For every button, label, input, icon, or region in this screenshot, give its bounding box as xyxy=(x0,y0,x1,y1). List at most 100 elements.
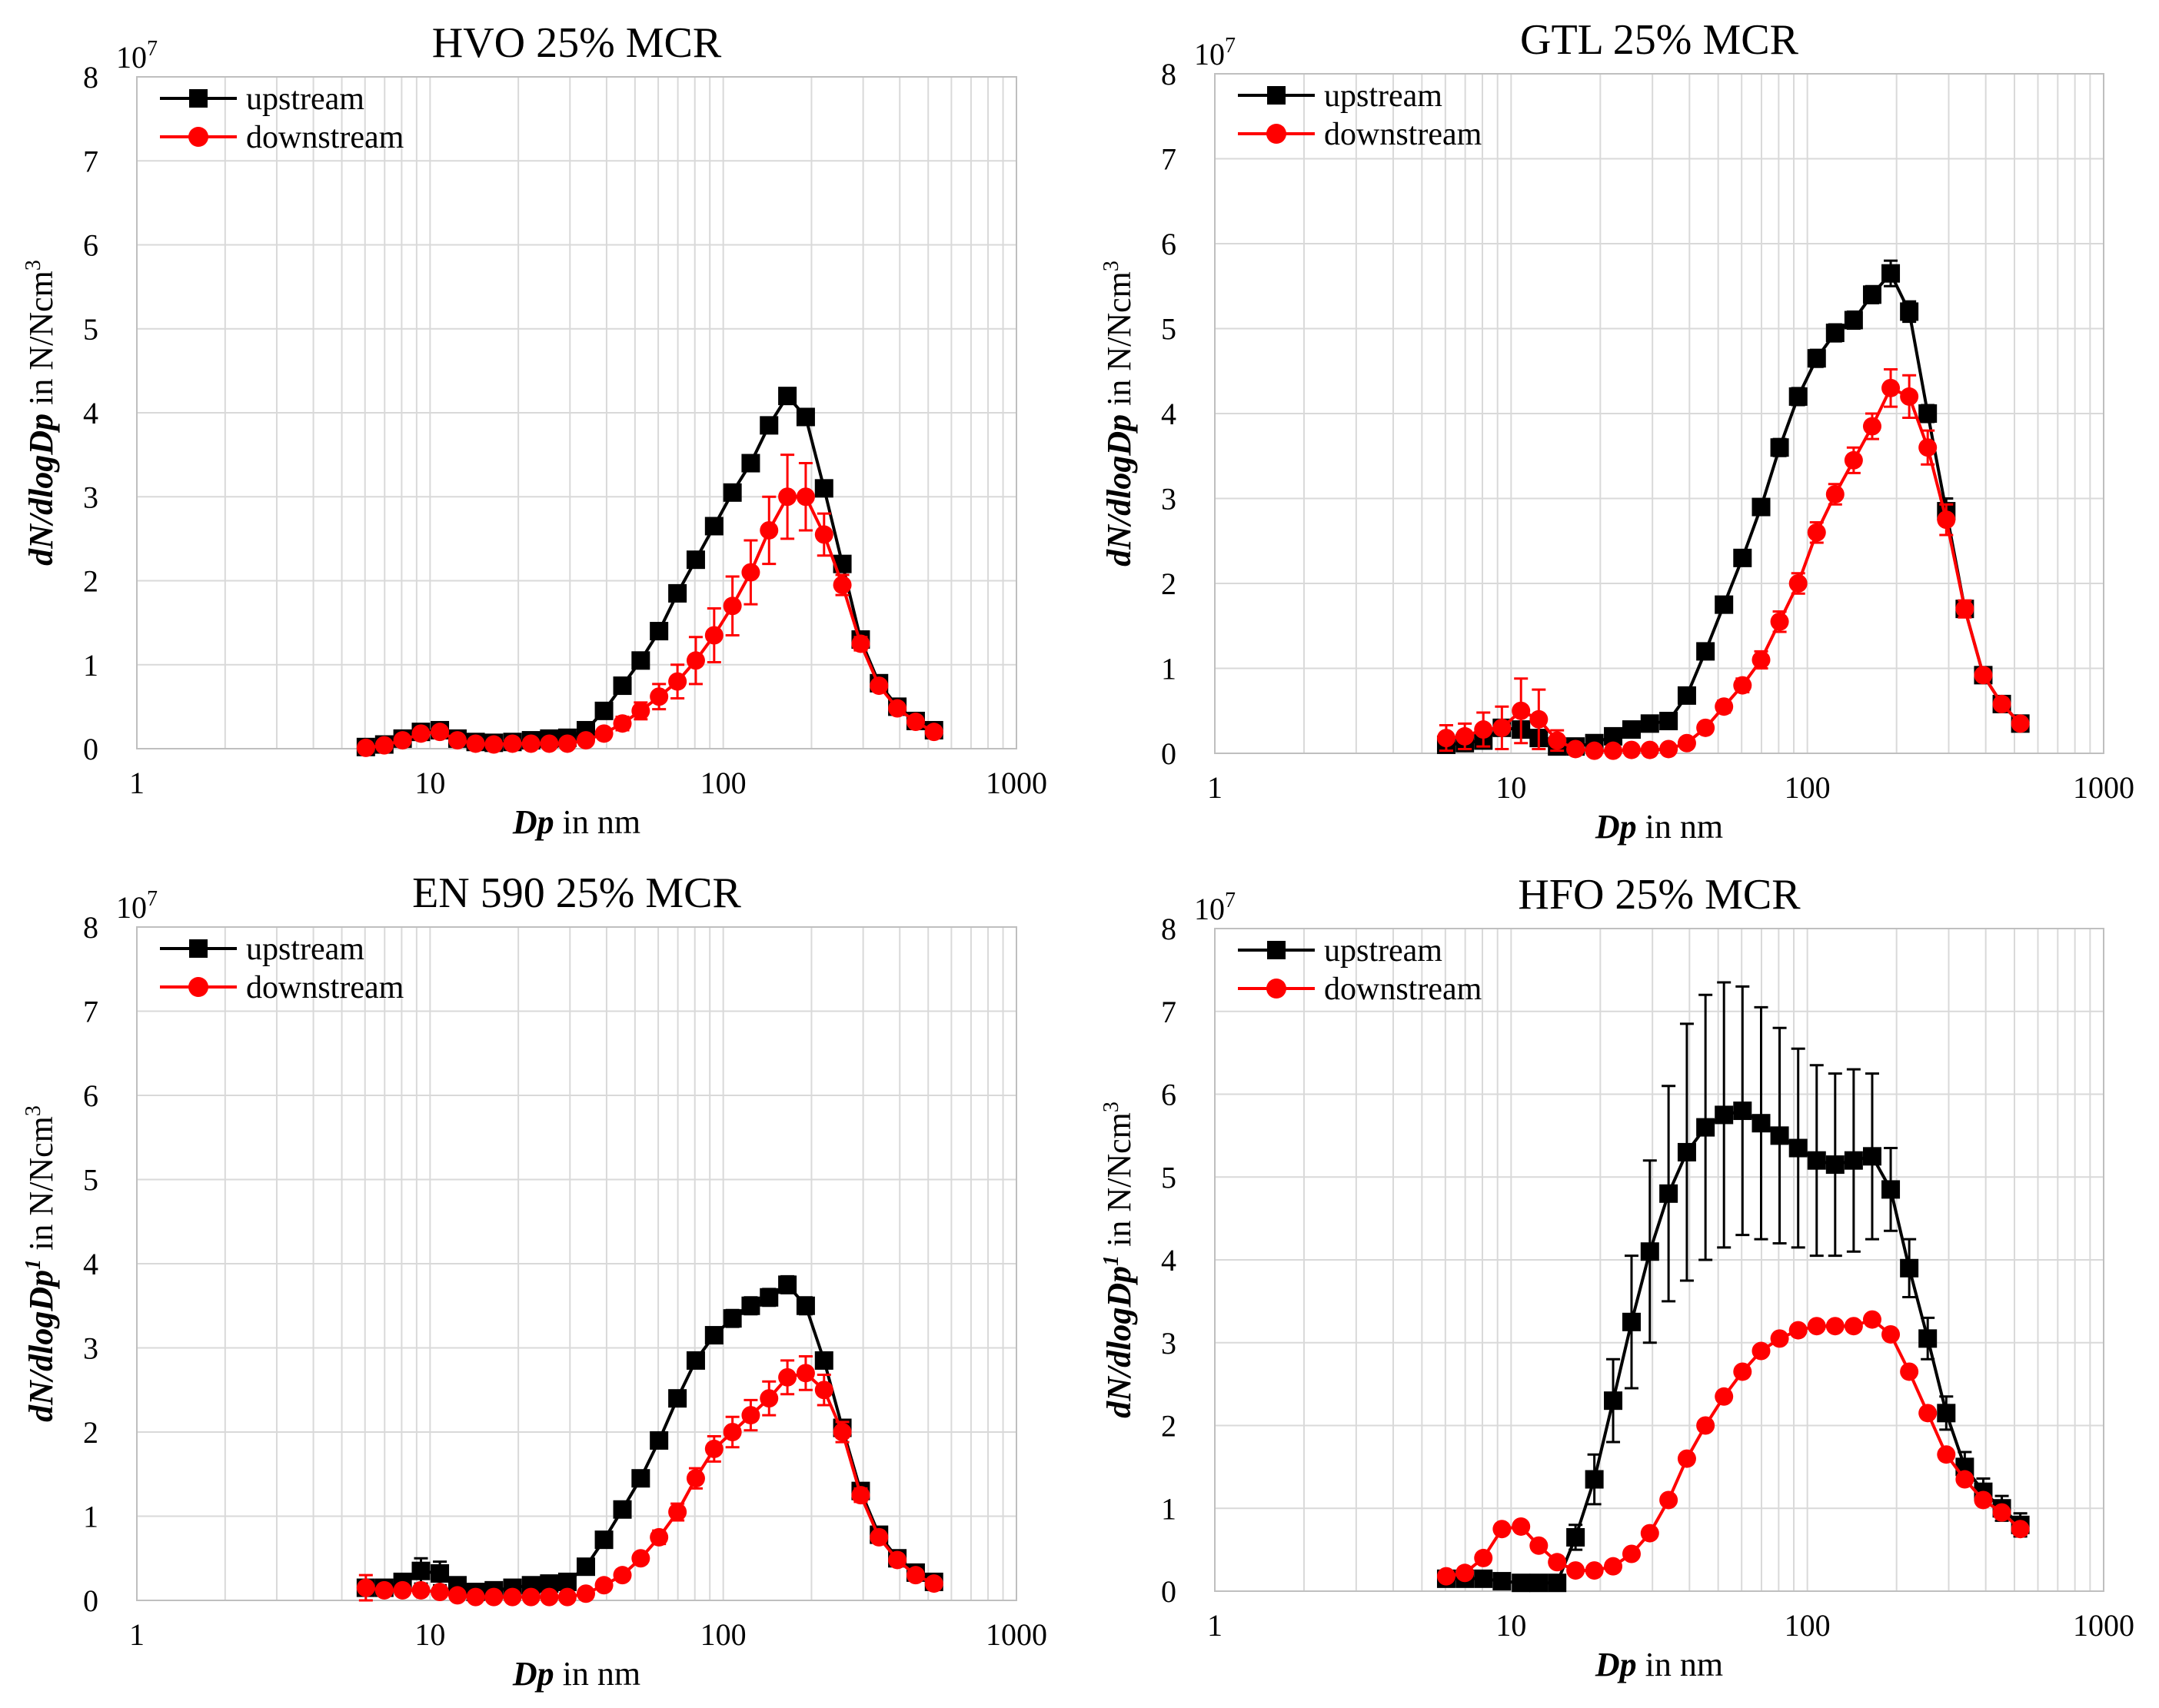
y-axis-label: dN/dlogDp in N/Ncm3 xyxy=(22,260,60,566)
data-point xyxy=(447,1586,467,1605)
series-downstream xyxy=(1436,1310,2030,1586)
y-tick-label: 8 xyxy=(83,910,98,945)
y-tick-label: 4 xyxy=(1161,1243,1176,1278)
series-line-downstream xyxy=(1445,1318,2021,1578)
data-point xyxy=(557,1587,577,1607)
data-point xyxy=(668,1503,687,1522)
data-point xyxy=(796,487,815,507)
data-point xyxy=(631,1549,650,1568)
x-tick-label: 100 xyxy=(700,766,747,800)
data-point xyxy=(1825,1317,1845,1336)
y-scale-label: 107 xyxy=(1194,34,1236,71)
data-point xyxy=(1604,741,1623,760)
data-point xyxy=(760,1288,779,1307)
data-point xyxy=(723,596,742,616)
series-upstream xyxy=(356,387,943,756)
data-point xyxy=(1677,733,1696,753)
data-point xyxy=(1770,438,1789,457)
data-point xyxy=(906,713,925,732)
x-axis-label: Dp in nm xyxy=(512,803,640,841)
series-upstream xyxy=(1436,981,2030,1593)
data-point xyxy=(723,483,742,502)
data-point xyxy=(1770,612,1789,631)
y-scale-label: 107 xyxy=(1194,889,1236,926)
data-point xyxy=(686,1469,705,1488)
x-tick-label: 1 xyxy=(1207,1608,1223,1643)
data-point xyxy=(577,731,596,750)
y-tick-label: 7 xyxy=(1161,995,1176,1029)
data-point xyxy=(1677,1142,1696,1161)
y-scale-label: 107 xyxy=(116,37,158,75)
data-point xyxy=(594,1530,614,1550)
legend-label-upstream: upstream xyxy=(1324,78,1442,114)
data-point xyxy=(613,1566,632,1585)
data-point xyxy=(1900,387,1919,406)
data-point xyxy=(1918,1404,1938,1423)
data-point xyxy=(1807,1151,1826,1170)
data-point xyxy=(1474,1548,1493,1567)
data-point xyxy=(741,1296,760,1315)
data-point xyxy=(1436,1567,1455,1586)
data-point xyxy=(1751,650,1771,670)
data-point xyxy=(1992,1503,2011,1522)
data-point xyxy=(356,1578,375,1597)
data-point xyxy=(1955,600,1974,619)
data-point xyxy=(888,1550,907,1570)
x-axis-label: Dp in nm xyxy=(1595,808,1723,846)
data-point xyxy=(1604,1391,1623,1411)
data-point xyxy=(1640,714,1659,733)
y-axis-label: dN/dlogDp1 in N/Ncm3 xyxy=(1099,1102,1138,1418)
y-tick-label: 4 xyxy=(83,1247,98,1281)
data-point xyxy=(1659,1490,1678,1510)
y-tick-label: 4 xyxy=(83,396,98,430)
data-point xyxy=(577,1584,596,1603)
plot-frame xyxy=(1214,928,2104,1592)
data-point xyxy=(760,1389,779,1408)
y-tick-label: 5 xyxy=(1161,312,1176,347)
data-point xyxy=(1715,697,1734,716)
data-point xyxy=(1825,1155,1845,1175)
data-point xyxy=(540,734,559,753)
data-point xyxy=(1696,1416,1715,1435)
y-tick-label: 1 xyxy=(1161,652,1176,686)
chart-title: HFO 25% MCR xyxy=(1518,871,1801,919)
data-point xyxy=(1788,1321,1808,1340)
data-point xyxy=(1585,1470,1604,1489)
data-point xyxy=(1566,1527,1585,1547)
data-point xyxy=(1918,438,1938,457)
data-point xyxy=(1825,324,1845,343)
data-point xyxy=(1770,1126,1789,1145)
y-tick-label: 6 xyxy=(83,228,98,263)
data-point xyxy=(778,1275,797,1294)
data-point xyxy=(686,651,705,670)
y-tick-label: 8 xyxy=(83,60,98,95)
data-point xyxy=(1512,701,1531,720)
data-point xyxy=(557,734,577,753)
data-point xyxy=(431,1563,450,1583)
plot-frame xyxy=(136,76,1017,749)
data-point xyxy=(521,734,541,753)
x-tick-label: 100 xyxy=(1785,1608,1831,1643)
data-point xyxy=(1974,1490,1993,1510)
data-point xyxy=(851,634,870,653)
data-point xyxy=(1566,1561,1585,1580)
data-point xyxy=(1659,1184,1678,1203)
data-point xyxy=(704,1439,724,1458)
data-point xyxy=(374,736,394,755)
x-tick-label: 1 xyxy=(129,1617,145,1652)
data-point xyxy=(1696,642,1715,661)
y-tick-label: 3 xyxy=(83,1331,98,1366)
data-point xyxy=(741,454,760,473)
data-point xyxy=(1862,417,1881,436)
data-point xyxy=(1659,712,1678,731)
data-point xyxy=(650,687,669,706)
y-axis-label: dN/dlogDp in N/Ncm3 xyxy=(1099,261,1138,567)
data-point xyxy=(833,1423,852,1441)
data-point xyxy=(1604,1557,1623,1576)
data-point xyxy=(1992,694,2011,713)
legend-marker-upstream xyxy=(1267,86,1286,105)
chart-title: HVO 25% MCR xyxy=(432,19,722,67)
legend-marker-downstream xyxy=(188,977,208,997)
legend-label-upstream: upstream xyxy=(1324,933,1442,969)
y-axis-label: dN/dlogDp1 in N/Ncm3 xyxy=(22,1105,60,1422)
